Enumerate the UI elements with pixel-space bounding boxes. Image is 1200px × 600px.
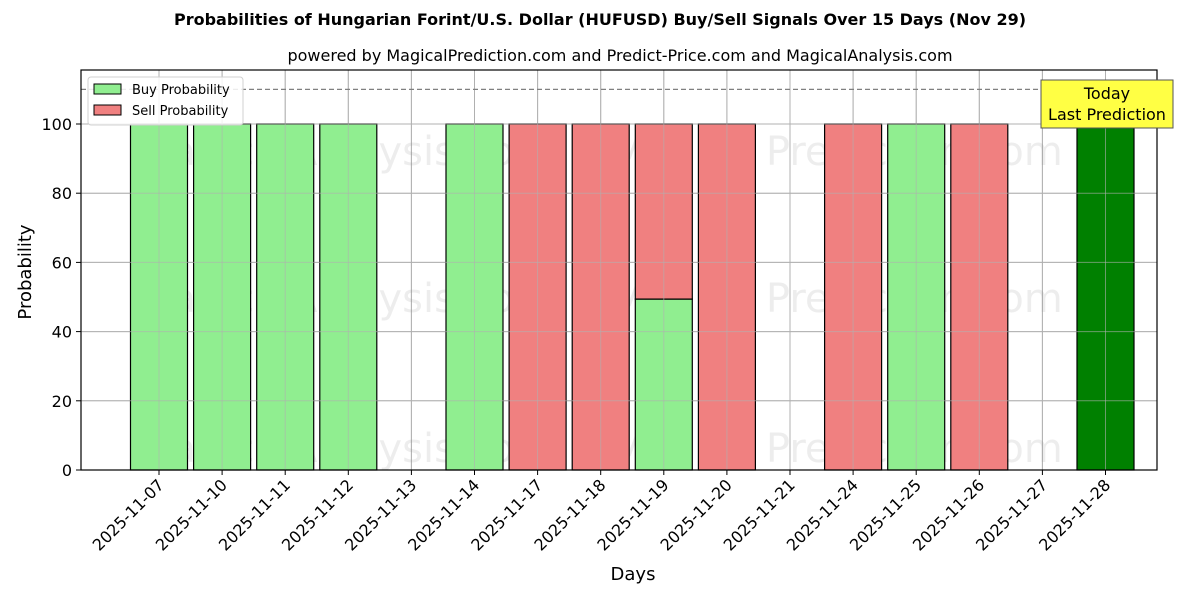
today-annotation-line2: Last Prediction <box>1048 105 1166 124</box>
legend-swatch-sell <box>93 104 122 116</box>
plot-frame <box>80 69 1158 471</box>
y-axis-label: Probability <box>15 224 36 319</box>
today-annotation-box <box>1040 79 1174 129</box>
y-tick-label: 20 <box>52 392 72 411</box>
y-tick-label: 80 <box>52 184 72 203</box>
y-tick-label: 40 <box>52 323 72 342</box>
legend-label-buy: Buy Probability <box>132 83 230 98</box>
legend-label-sell: Sell Probability <box>132 104 229 119</box>
chart-title: Probabilities of Hungarian Forint/U.S. D… <box>173 10 1027 29</box>
y-tick-label: 60 <box>52 253 72 272</box>
y-tick-label: 100 <box>41 115 72 134</box>
chart-subtitle: powered by MagicalPrediction.com and Pre… <box>287 46 953 65</box>
legend-swatch-buy <box>93 83 122 95</box>
today-annotation-line1: Today <box>1083 84 1130 103</box>
legend-box <box>87 76 244 126</box>
y-tick-label: 0 <box>62 461 72 480</box>
x-axis-label: Days <box>611 564 656 585</box>
